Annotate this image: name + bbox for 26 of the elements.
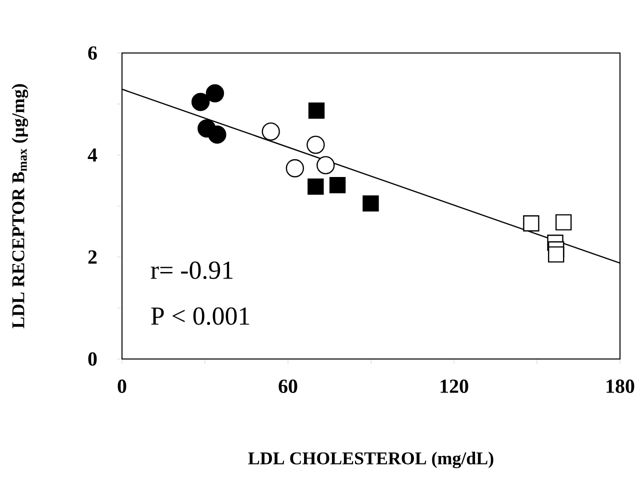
- point: [329, 176, 346, 194]
- point: [308, 178, 324, 195]
- x-tick-label: 0: [118, 380, 126, 393]
- x-axis-title: LDL CHOLESTEROL (mg/dL): [248, 452, 494, 468]
- point: [306, 136, 325, 154]
- annotation: r= -0.91: [150, 261, 233, 280]
- y-tick-label: 4: [88, 148, 98, 162]
- x-tick-label: 60: [278, 380, 298, 393]
- x-tick-label: 120: [440, 380, 468, 393]
- y-tick-label: 6: [88, 46, 97, 60]
- point: [286, 159, 304, 178]
- point: [262, 122, 280, 141]
- y-tick-label: 0: [88, 352, 97, 366]
- point: [316, 156, 335, 174]
- point: [308, 102, 325, 119]
- point: [548, 246, 564, 263]
- y-tick-label: 2: [88, 250, 97, 264]
- point: [523, 215, 540, 232]
- point: [362, 195, 379, 212]
- x-tick-label: 180: [606, 380, 634, 393]
- point: [555, 214, 572, 230]
- point: [191, 92, 210, 112]
- y-axis-title: LDL RECEPTOR B$_{max}$ (µg/mg): [12, 84, 28, 328]
- annotation: P < 0.001: [151, 307, 250, 325]
- point: [206, 84, 224, 102]
- point: [208, 126, 226, 144]
